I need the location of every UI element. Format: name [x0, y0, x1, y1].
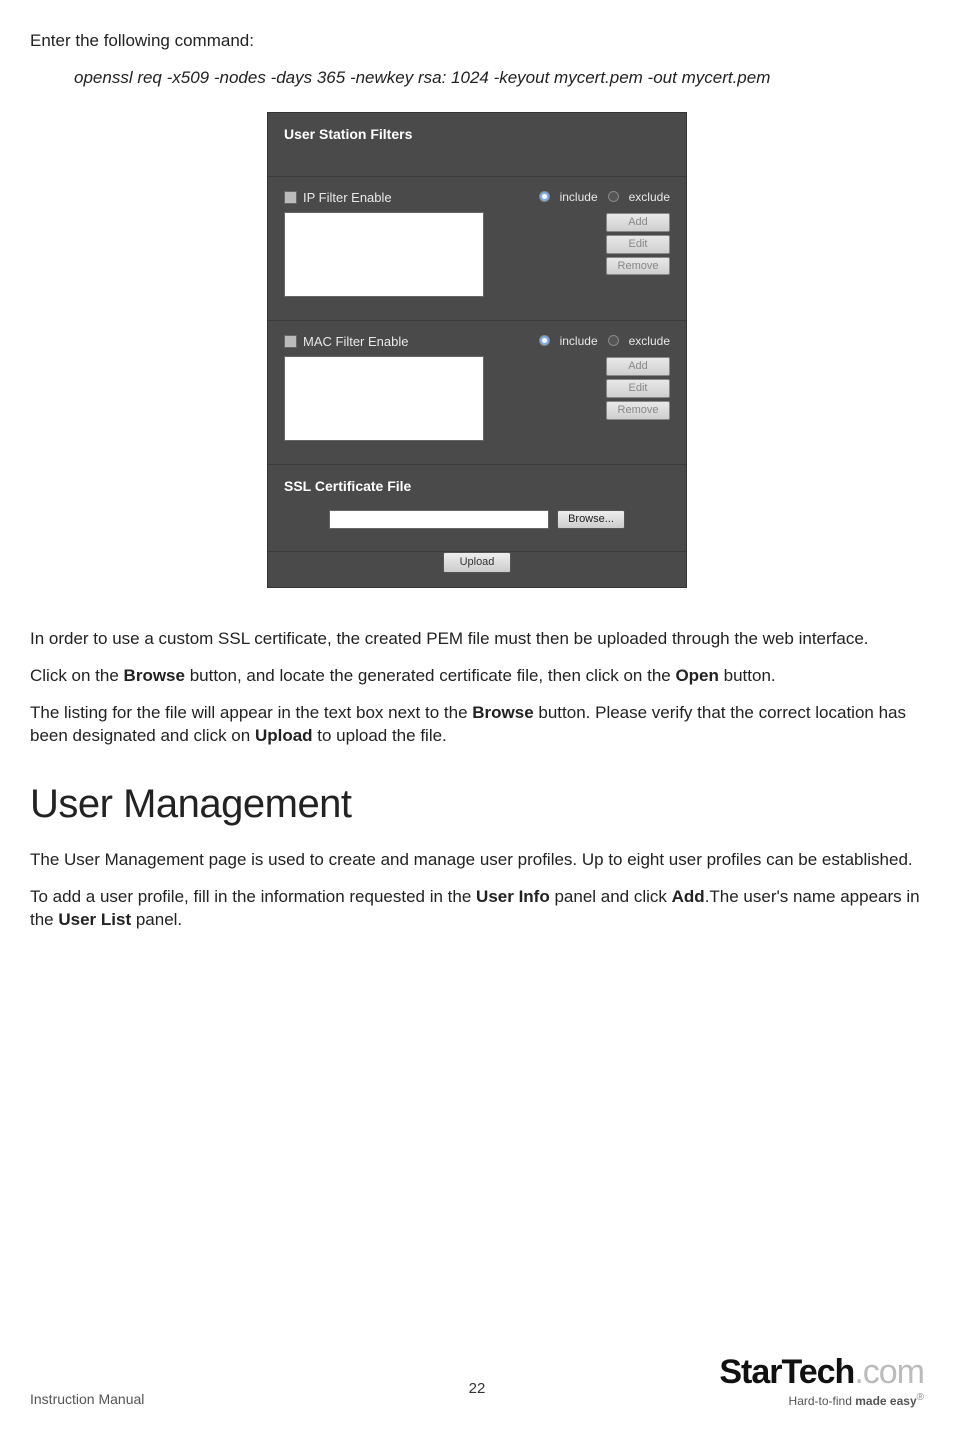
page-footer: Instruction Manual 22 StarTech.com Hard-… — [30, 1355, 924, 1409]
ip-exclude-radio[interactable] — [608, 191, 619, 202]
startech-logo: StarTech.com Hard-to-find made easy® — [719, 1355, 924, 1409]
ip-filter-listbox[interactable] — [284, 212, 484, 297]
mac-filter-label: MAC Filter Enable — [303, 333, 408, 351]
logo-text: StarTech — [719, 1353, 854, 1391]
um2d: panel. — [131, 910, 182, 929]
upload-row: Upload — [268, 552, 686, 587]
browse-bold-2: Browse — [472, 703, 533, 722]
ip-filter-checkbox[interactable] — [284, 191, 297, 204]
panel-header-section: User Station Filters — [268, 113, 686, 177]
p2c: button. — [719, 666, 776, 685]
mac-filter-section: MAC Filter Enable include exclude Add Ed… — [268, 321, 686, 465]
footer-manual-label: Instruction Manual — [30, 1390, 144, 1409]
logo-com: .com — [854, 1353, 924, 1391]
browse-open-paragraph: Click on the Browse button, and locate t… — [30, 665, 924, 688]
p3a: The listing for the file will appear in … — [30, 703, 472, 722]
mac-filter-checkbox[interactable] — [284, 335, 297, 348]
ip-remove-button[interactable]: Remove — [606, 257, 670, 276]
panel-title: User Station Filters — [284, 125, 670, 144]
add-bold: Add — [672, 887, 705, 906]
ssl-section: SSL Certificate File Browse... — [268, 465, 686, 552]
mac-filter-listbox[interactable] — [284, 356, 484, 441]
ssl-title: SSL Certificate File — [284, 477, 670, 496]
um-paragraph-2: To add a user profile, fill in the infor… — [30, 886, 924, 932]
page-number: 22 — [469, 1379, 486, 1399]
p2b: button, and locate the generated certifi… — [185, 666, 675, 685]
mac-exclude-label: exclude — [629, 333, 670, 349]
browse-button[interactable]: Browse... — [557, 510, 625, 529]
listing-paragraph: The listing for the file will appear in … — [30, 702, 924, 748]
tagline-b: made easy — [855, 1394, 916, 1408]
ip-include-radio[interactable] — [539, 191, 550, 202]
ip-filter-label: IP Filter Enable — [303, 189, 392, 207]
mac-exclude-radio[interactable] — [608, 335, 619, 346]
mac-add-button[interactable]: Add — [606, 357, 670, 376]
user-info-bold: User Info — [476, 887, 550, 906]
upload-bold: Upload — [255, 726, 313, 745]
openssl-command: openssl req -x509 -nodes -days 365 -newk… — [30, 67, 924, 90]
p2a: Click on the — [30, 666, 124, 685]
user-list-bold: User List — [58, 910, 131, 929]
ssl-upload-paragraph: In order to use a custom SSL certificate… — [30, 628, 924, 651]
ip-exclude-label: exclude — [629, 189, 670, 205]
user-management-heading: User Management — [30, 777, 924, 831]
browse-bold: Browse — [124, 666, 185, 685]
enter-command-line: Enter the following command: — [30, 30, 924, 53]
ip-include-label: include — [560, 189, 598, 205]
mac-include-radio[interactable] — [539, 335, 550, 346]
open-bold: Open — [675, 666, 718, 685]
upload-button[interactable]: Upload — [443, 552, 512, 573]
ip-edit-button[interactable]: Edit — [606, 235, 670, 254]
ssl-file-input[interactable] — [329, 510, 549, 529]
ip-filter-section: IP Filter Enable include exclude Add Edi… — [268, 177, 686, 321]
ip-add-button[interactable]: Add — [606, 213, 670, 232]
um2a: To add a user profile, fill in the infor… — [30, 887, 476, 906]
p3c: to upload the file. — [313, 726, 447, 745]
mac-remove-button[interactable]: Remove — [606, 401, 670, 420]
mac-edit-button[interactable]: Edit — [606, 379, 670, 398]
um-paragraph-1: The User Management page is used to crea… — [30, 849, 924, 872]
tagline-a: Hard-to-find — [789, 1394, 856, 1408]
screenshot-panel-wrap: User Station Filters IP Filter Enable in… — [30, 112, 924, 588]
user-station-filters-panel: User Station Filters IP Filter Enable in… — [267, 112, 687, 588]
mac-include-label: include — [560, 333, 598, 349]
um2b: panel and click — [550, 887, 672, 906]
registered-icon: ® — [917, 1392, 924, 1403]
